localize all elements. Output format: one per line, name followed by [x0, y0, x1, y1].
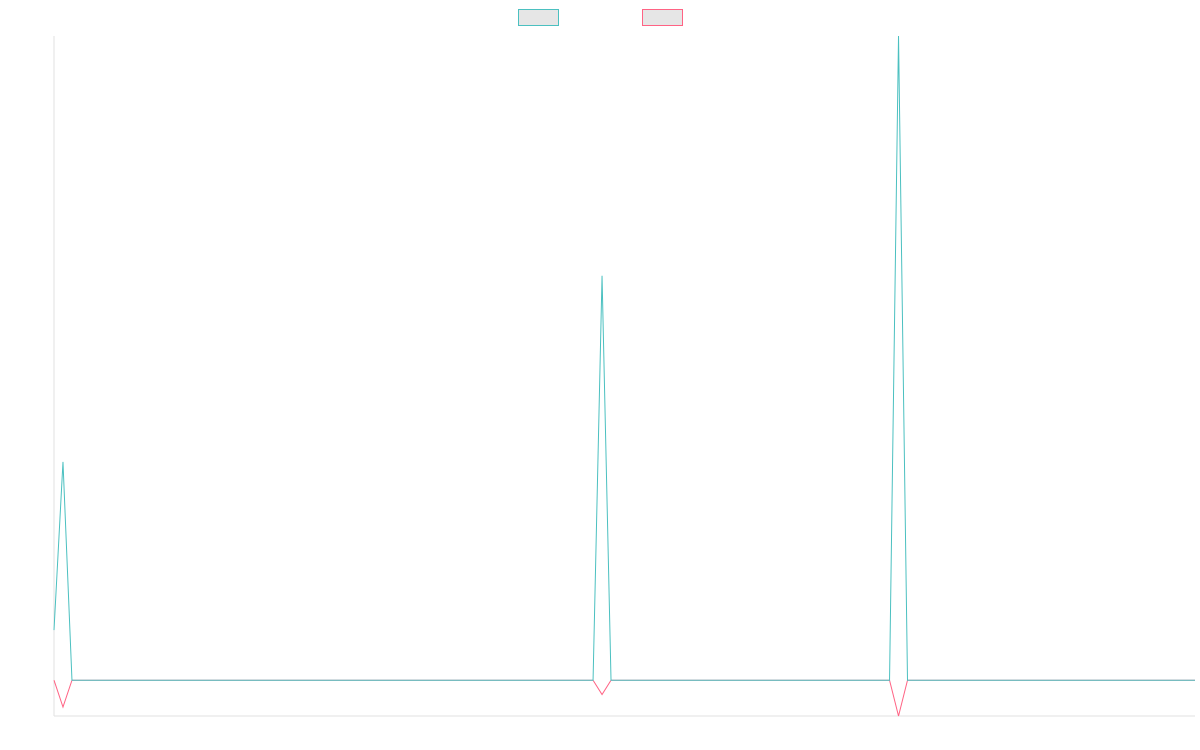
series-layer	[53, 35, 1195, 717]
series-line-2	[53, 679, 1195, 717]
legend	[518, 9, 683, 26]
series-line-1	[53, 35, 1195, 681]
chart-axes	[53, 36, 1195, 717]
legend-swatch-2[interactable]	[642, 9, 683, 26]
legend-swatch-1[interactable]	[518, 9, 559, 26]
